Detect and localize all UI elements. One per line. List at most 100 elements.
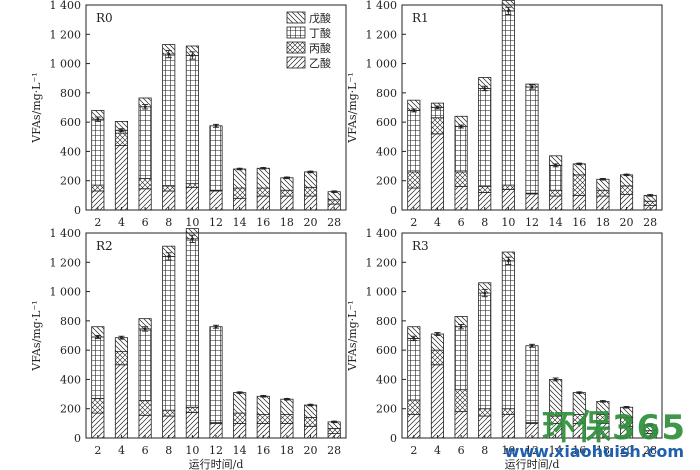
- panel-r1-label: R1: [412, 11, 429, 25]
- panel-r0-label: R0: [96, 11, 113, 25]
- panel-r3-errorbar-20: [623, 405, 630, 409]
- panel-r0-errorbar-10: [189, 51, 196, 60]
- panel-r0-errorbar-28: [331, 190, 338, 194]
- panel-r1-xtick-label: 20: [620, 216, 634, 229]
- panel-r1-bar-cross-20: [620, 185, 634, 196]
- errorbar-point: [625, 405, 628, 409]
- panel-r1-errorbar-2: [410, 108, 417, 113]
- panel-r2-ytick-label: 200: [60, 403, 81, 416]
- panel-r3-ytick-label: 1 400: [366, 227, 398, 240]
- panel-r3-bar-grid-2: [407, 338, 421, 401]
- panel-r0-xtick-label: 12: [209, 216, 223, 229]
- panel-r0-ytick-label: 800: [60, 87, 81, 100]
- errorbar-point: [459, 125, 463, 128]
- errorbar-point: [285, 176, 289, 180]
- panel-r2-ytick-label: 600: [60, 344, 81, 357]
- panel-r2-ytick-label: 800: [60, 315, 81, 328]
- panel-r3-bar-cross-2: [407, 399, 421, 415]
- errorbar-point: [577, 162, 581, 166]
- errorbar-point: [459, 325, 463, 329]
- panel-r3-errorbar-12: [529, 343, 535, 348]
- panel-r0-bar-back-16: [256, 167, 270, 189]
- errorbar-point: [120, 128, 123, 132]
- legend-label-acetic: 乙酸: [309, 56, 331, 70]
- errorbar-point: [332, 420, 336, 424]
- panel-r1-bar-cross-6: [454, 171, 468, 187]
- panel-r2-bar-diag-2: [91, 412, 105, 439]
- panel-r1-bar-grid-12: [525, 86, 539, 194]
- panel-r1-ytick-label: 1 400: [366, 0, 398, 12]
- panel-r3-bar-grid-10: [501, 260, 515, 410]
- errorbar-point: [436, 106, 439, 109]
- errorbar-point: [143, 327, 147, 331]
- panel-r0-xtick-label: 14: [233, 216, 247, 229]
- panel-r1-xtick-label: 4: [434, 216, 441, 229]
- panel-r3-xtick-label: 8: [481, 444, 488, 457]
- errorbar-point: [261, 166, 265, 170]
- panel-r2-bar-back-14: [233, 392, 247, 414]
- panel-r0-errorbar-2: [94, 116, 101, 122]
- panel-r1-bar-grid-10: [501, 10, 515, 186]
- panel-r1-errorbar-6: [458, 124, 465, 129]
- panel-r2-ytick-label: 0: [74, 432, 81, 445]
- errorbar-point: [436, 332, 439, 336]
- errorbar-point: [96, 117, 100, 121]
- panel-r2-xtick-label: 8: [165, 444, 172, 457]
- panel-r1-bar-back-20: [620, 174, 634, 187]
- panel-r0-bar-cross-14: [233, 187, 247, 199]
- panel-r2: 0 200 400 600 800 1 000 1 200 1 400 2 4 6 8 10 12 14 16…: [30, 227, 347, 470]
- errorbar-point: [601, 177, 605, 181]
- panel-r2-bar-cross-16: [256, 414, 270, 424]
- panel-r0-errorbar-6: [142, 104, 149, 110]
- panel-r1-bar-diag-2: [407, 187, 421, 211]
- panel-r1-bar-cross-28: [643, 200, 657, 207]
- site-watermark: 环保365 www.xiaohuish.com: [466, 400, 686, 464]
- panel-r0-errorbar-20: [307, 170, 314, 174]
- panel-r3-ytick-label: 1 000: [366, 286, 398, 299]
- panel-r0-xtick-label: 10: [185, 216, 199, 229]
- panel-r2-bar-back-4: [114, 337, 128, 353]
- errorbar-point: [143, 105, 147, 109]
- panel-r2-xtick-label: 14: [233, 444, 247, 457]
- panel-r1-bar-cross-2: [407, 171, 421, 189]
- panel-r2-ytick-label: 1 200: [50, 256, 82, 269]
- panel-r2-bar-back-16: [256, 395, 270, 415]
- panel-r2-bar-cross-18: [280, 414, 294, 424]
- errorbar-point: [412, 109, 416, 112]
- panel-r2-ytick-label: 1 000: [50, 286, 82, 299]
- panel-r2-errorbar-10: [189, 234, 196, 243]
- panel-r0-xtick-label: 2: [94, 216, 101, 229]
- panel-r2-xtick-label: 16: [256, 444, 270, 457]
- panel-r0-bar-back-14: [233, 168, 247, 189]
- panel-r0-ytick-label: 400: [60, 145, 81, 158]
- errorbar-point: [214, 124, 218, 128]
- panel-r2-xtick-label: 10: [185, 444, 199, 457]
- panel-r3-errorbar-16: [576, 391, 583, 395]
- legend-label-valeric: 戊酸: [309, 11, 331, 25]
- errorbar-point: [483, 87, 487, 90]
- panel-r0-bar-cross-2: [91, 184, 105, 192]
- panel-r3-errorbar-2: [410, 335, 417, 342]
- errorbar-point: [190, 237, 194, 241]
- panel-r1-bar-grid-14: [549, 164, 563, 191]
- panel-r2-xtick-label: 12: [209, 444, 223, 457]
- panel-r3-ytick-label: 400: [376, 373, 397, 386]
- panel-r2-bar-cross-8: [162, 409, 176, 417]
- panel-r1-errorbar-20: [623, 173, 630, 177]
- panel-r2-bar-cross-4: [114, 351, 128, 366]
- errorbar-point: [412, 337, 416, 340]
- panel-r1-ylabel: VFAs/mg·L⁻¹: [346, 72, 359, 143]
- panel-r2-errorbar-18: [283, 397, 290, 401]
- panel-r2-bar-diag-10: [185, 411, 199, 439]
- panel-r3-xtick-label: 10: [501, 444, 515, 457]
- panel-r1-errorbar-12: [529, 84, 535, 90]
- panel-r1-errorbar-28: [647, 193, 654, 197]
- watermark-logo-text: 环保365: [542, 408, 686, 448]
- errorbar-point: [648, 193, 652, 197]
- panel-r3-xtick-label: 28: [643, 444, 657, 457]
- errorbar-point: [96, 335, 100, 339]
- errorbar-point: [167, 52, 171, 56]
- panel-r0: 0 200 400 600 800 1 000 1 200 1 400 2 4 6 8 10 12 14 16…: [30, 0, 347, 229]
- panel-r2-xtick-label: 18: [280, 444, 294, 457]
- panel-r1-xtick-label: 2: [410, 216, 417, 229]
